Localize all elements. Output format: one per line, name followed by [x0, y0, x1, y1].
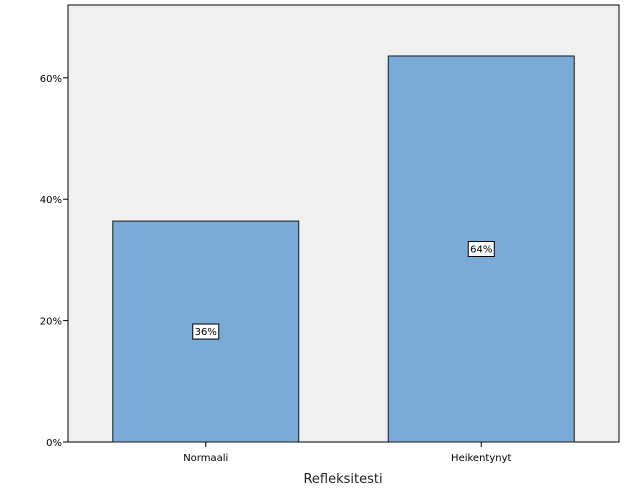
data-label-box-heikentynyt	[467, 240, 495, 257]
y-tick-label-0: 0%	[46, 438, 62, 449]
x-tick-label-heikentynyt: Heikentynyt	[451, 453, 511, 464]
bars-layer: 36% 64%	[112, 55, 575, 443]
data-label-heikentynyt: 64%	[470, 244, 492, 255]
y-tick-label-60: 60%	[40, 74, 62, 85]
axis-layer: Normaali Heikentynyt 0% 20% 40% 60%	[40, 74, 512, 464]
x-axis-title: Refleksitesti	[303, 472, 382, 487]
x-tick-label-normaali: Normaali	[183, 453, 228, 464]
y-tick-label-40: 40%	[40, 195, 62, 206]
y-tick-label-20: 20%	[40, 317, 62, 328]
data-label-box-normaali	[192, 323, 220, 340]
data-label-normaali: 36%	[195, 327, 217, 338]
